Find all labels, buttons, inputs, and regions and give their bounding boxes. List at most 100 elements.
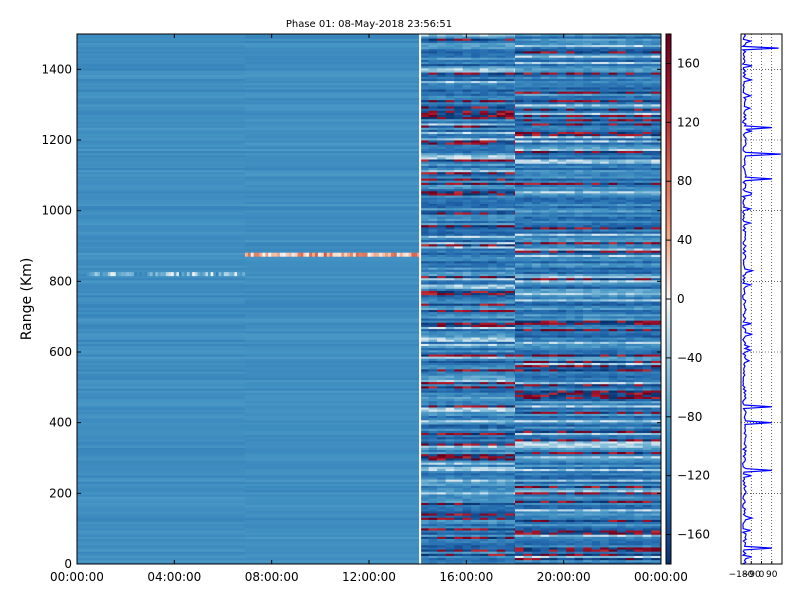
heatmap-cell	[437, 398, 446, 402]
heatmap-cell	[505, 538, 515, 542]
heatmap-cell	[625, 547, 635, 550]
heatmap-cell	[471, 152, 481, 156]
heatmap-cell	[428, 70, 438, 73]
heatmap-cell	[540, 402, 550, 406]
heatmap-cell	[77, 525, 246, 529]
heatmap-cell	[488, 383, 498, 387]
heatmap-cell	[496, 511, 506, 514]
heatmap-cell	[540, 479, 550, 482]
heatmap-cell	[77, 243, 246, 247]
heatmap-cell	[244, 392, 421, 395]
heatmap-cell	[471, 332, 481, 336]
heatmap-cell	[428, 318, 438, 321]
heatmap-cell	[437, 383, 446, 387]
heatmap-cell	[532, 504, 541, 508]
heatmap-cell	[600, 547, 609, 550]
heatmap-cell	[77, 447, 246, 451]
heatmap-cell	[625, 559, 635, 563]
heatmap-cell	[505, 46, 515, 50]
heatmap-cell	[277, 252, 281, 257]
heatmap-cell	[591, 496, 601, 499]
heatmap-cell	[515, 561, 524, 564]
heatmap-cell	[505, 74, 515, 77]
heatmap-cell	[428, 358, 438, 361]
heatmap-cell	[625, 502, 635, 506]
heatmap-cell	[454, 197, 463, 200]
heatmap-cell	[574, 462, 584, 465]
heatmap-cell	[505, 489, 515, 493]
heatmap-cell	[471, 500, 481, 503]
heatmap-cell	[488, 42, 498, 45]
heatmap-cell	[454, 61, 463, 65]
heatmap-cell	[566, 561, 575, 564]
heatmap-cell	[600, 428, 609, 431]
heatmap-cell	[445, 551, 455, 554]
heatmap-cell	[566, 532, 575, 535]
heatmap-cell	[420, 250, 429, 253]
heatmap-cell	[523, 542, 533, 546]
heatmap-cell	[428, 80, 438, 84]
heatmap-cell	[505, 239, 515, 243]
heatmap-cell	[428, 411, 438, 414]
heatmap-cell	[454, 114, 463, 118]
heatmap-cell	[244, 494, 421, 497]
heatmap-cell	[428, 63, 438, 67]
heatmap-cell	[471, 445, 481, 448]
heatmap-cell	[513, 288, 516, 291]
heatmap-cell	[420, 199, 429, 202]
heatmap-cell	[462, 494, 472, 497]
heatmap-cell	[591, 547, 601, 550]
heatmap-cell	[496, 231, 506, 234]
heatmap-cell	[617, 504, 627, 508]
heatmap-cell	[532, 487, 541, 491]
heatmap-cell	[496, 326, 506, 330]
heatmap-cell	[574, 477, 584, 480]
heatmap-cell	[505, 328, 515, 332]
heatmap-cell	[634, 436, 644, 440]
heatmap-cell	[523, 428, 533, 431]
heatmap-cell	[479, 462, 489, 465]
heatmap-cell	[437, 118, 446, 122]
heatmap-cell	[445, 443, 455, 446]
heatmap-cell	[445, 445, 455, 448]
heatmap-cell	[454, 72, 463, 75]
heatmap-cell	[583, 549, 592, 552]
heatmap-cell	[642, 540, 652, 544]
heatmap-cell	[659, 455, 661, 459]
heatmap-cell	[557, 502, 567, 506]
heatmap-cell	[462, 468, 472, 472]
heatmap-cell	[617, 424, 627, 427]
heatmap-cell	[437, 63, 446, 67]
heatmap-cell	[437, 133, 446, 137]
heatmap-cell	[77, 57, 246, 60]
heatmap-cell	[532, 415, 541, 419]
heatmap-cell	[244, 481, 421, 484]
heatmap-cell	[471, 72, 481, 75]
heatmap-cell	[445, 402, 455, 406]
heatmap-cell	[437, 561, 446, 564]
heatmap-cell	[479, 38, 489, 41]
heatmap-cell	[505, 513, 515, 516]
heatmap-cell	[399, 252, 403, 257]
heatmap-cell	[523, 525, 533, 529]
heatmap-cell	[428, 559, 438, 563]
heatmap-cell	[77, 222, 246, 226]
heatmap-cell	[488, 229, 498, 232]
heatmap-cell	[488, 76, 498, 79]
heatmap-cell	[454, 400, 463, 404]
heatmap-cell	[496, 36, 506, 39]
heatmap-cell	[505, 209, 515, 213]
heatmap-cell	[462, 205, 472, 209]
heatmap-cell	[77, 63, 246, 67]
heatmap-cell	[454, 447, 463, 450]
heatmap-cell	[479, 553, 489, 556]
heatmap-cell	[625, 445, 635, 448]
heatmap-cell	[557, 532, 567, 535]
heatmap-cell	[77, 305, 246, 308]
heatmap-cell	[659, 540, 661, 544]
heatmap-cell	[505, 273, 515, 277]
heatmap-cell	[591, 419, 601, 423]
heatmap-cell	[515, 419, 524, 423]
heatmap-cell	[515, 555, 524, 559]
heatmap-cell	[471, 489, 481, 493]
